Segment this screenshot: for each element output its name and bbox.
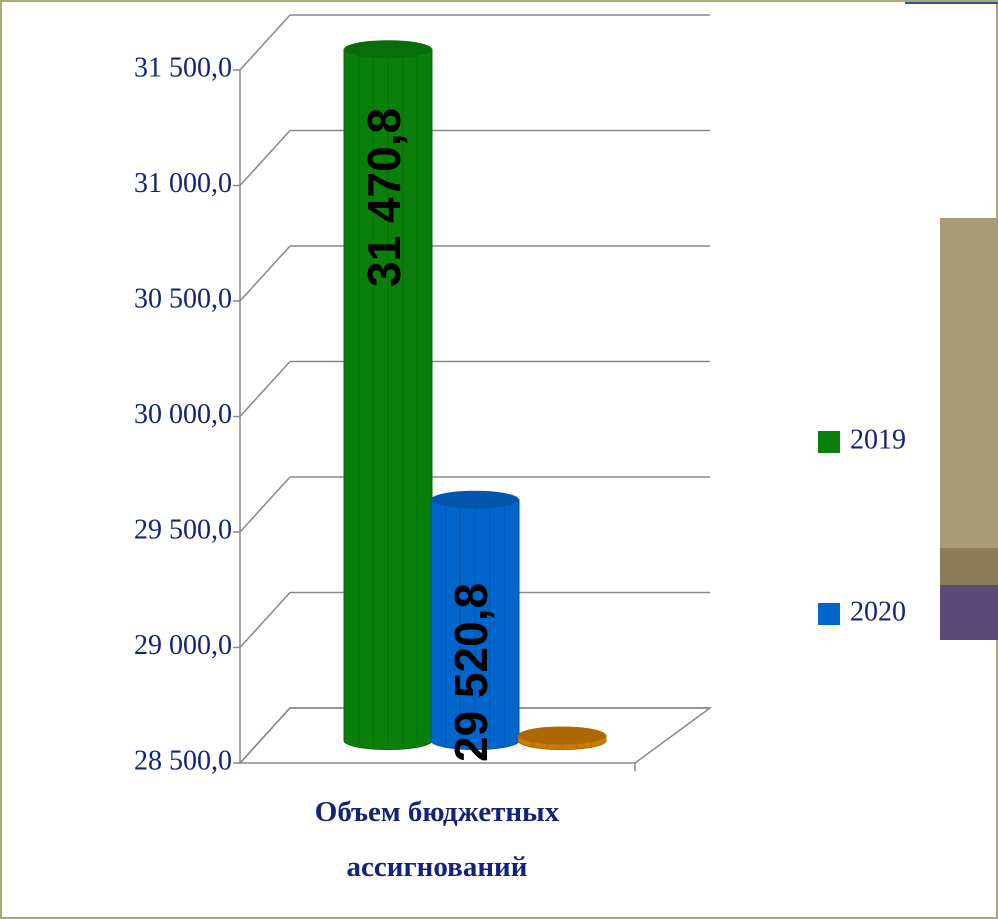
y-tick-label: 29 500,0 xyxy=(134,514,232,545)
grid-line xyxy=(239,476,291,533)
y-tick-label: 28 500,0 xyxy=(134,745,232,776)
grid-line xyxy=(239,591,291,649)
y-tick-label: 31 000,0 xyxy=(134,168,232,199)
category-label: Объем бюджетных ассигнований xyxy=(314,796,560,883)
legend-swatch xyxy=(818,431,840,453)
grid-line xyxy=(239,14,291,71)
bar-top xyxy=(344,40,432,59)
y-tick-label: 30 000,0 xyxy=(134,399,232,430)
legend-label: 2020 xyxy=(850,596,906,627)
grid-line xyxy=(239,707,291,764)
bar-top xyxy=(431,490,519,509)
value-label: 29 520,8 xyxy=(445,583,497,762)
y-tick-label: 29 000,0 xyxy=(134,630,232,661)
y-tick-label: 30 500,0 xyxy=(134,283,232,314)
photo-wall xyxy=(940,218,998,548)
legend-label: 2019 xyxy=(850,424,906,455)
grid-line xyxy=(239,129,291,187)
photo-floor xyxy=(940,585,998,640)
grid-line xyxy=(239,360,291,418)
grid-line xyxy=(239,245,291,302)
value-label: 31 470,8 xyxy=(358,108,410,287)
bar-top xyxy=(518,726,606,745)
y-tick-label: 31 500,0 xyxy=(134,52,232,83)
legend-swatch xyxy=(818,603,840,625)
